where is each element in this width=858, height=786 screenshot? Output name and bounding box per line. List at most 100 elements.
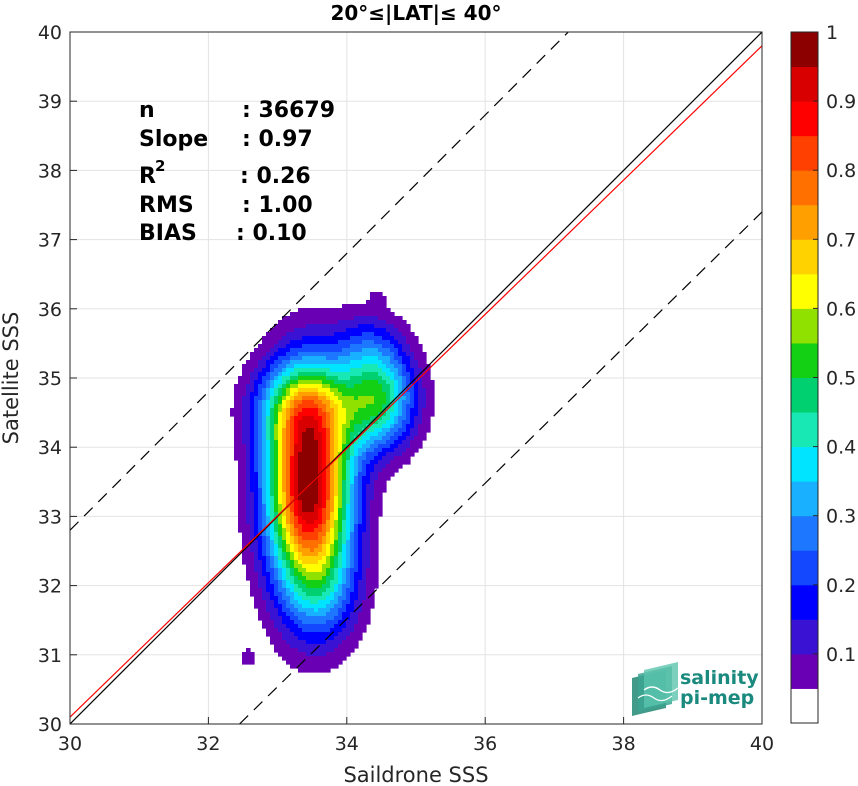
density-cell <box>314 596 319 601</box>
density-cell <box>250 520 255 525</box>
density-cell <box>358 568 363 573</box>
density-cell <box>370 404 375 409</box>
density-cell <box>314 548 319 553</box>
density-cell <box>334 600 339 605</box>
density-cell <box>342 396 347 401</box>
density-cell <box>394 400 399 405</box>
x-tick-label: 36 <box>473 733 497 755</box>
density-cell <box>358 492 363 497</box>
density-cell <box>258 440 263 445</box>
density-cell <box>286 440 291 445</box>
density-cell <box>338 336 343 341</box>
density-cell <box>398 356 403 361</box>
density-cell <box>322 556 327 561</box>
density-cell <box>294 344 299 349</box>
density-cell <box>274 632 279 637</box>
x-axis-label: Saildrone SSS <box>343 763 488 786</box>
density-cell <box>290 396 295 401</box>
density-cell <box>418 352 423 357</box>
density-cell <box>338 468 343 473</box>
density-cell <box>382 348 387 353</box>
density-cell <box>278 432 283 437</box>
density-cell <box>242 540 247 545</box>
density-cell <box>298 344 303 349</box>
density-cell <box>366 604 371 609</box>
density-cell <box>298 352 303 357</box>
density-cell <box>314 500 319 505</box>
density-cell <box>394 432 399 437</box>
density-cell <box>282 496 287 501</box>
density-cell <box>342 652 347 657</box>
density-cell <box>310 588 315 593</box>
density-cell <box>314 544 319 549</box>
density-cell <box>278 596 283 601</box>
density-cell <box>310 500 315 505</box>
density-cell <box>290 320 295 325</box>
density-cell <box>382 356 387 361</box>
density-cell <box>334 664 339 669</box>
density-cell <box>322 620 327 625</box>
density-cell <box>342 356 347 361</box>
density-cell <box>346 392 351 397</box>
regression-line <box>70 45 762 718</box>
density-cell <box>302 648 307 653</box>
density-cell <box>286 488 291 493</box>
density-cell <box>294 424 299 429</box>
density-cell <box>306 448 311 453</box>
density-cell <box>266 444 271 449</box>
density-cell <box>426 408 431 413</box>
density-cell <box>346 344 351 349</box>
density-cell <box>418 416 423 421</box>
density-cell <box>366 336 371 341</box>
density-cell <box>302 428 307 433</box>
density-cell <box>278 404 283 409</box>
density-cell <box>274 532 279 537</box>
density-cell <box>334 380 339 385</box>
density-cell <box>290 436 295 441</box>
density-cell <box>402 368 407 373</box>
density-cell <box>282 556 287 561</box>
density-cell <box>282 456 287 461</box>
density-cell <box>314 408 319 413</box>
density-cell <box>362 324 367 329</box>
density-cell <box>274 372 279 377</box>
density-cell <box>302 492 307 497</box>
density-cell <box>298 516 303 521</box>
density-cell <box>338 400 343 405</box>
density-cell <box>314 396 319 401</box>
density-cell <box>306 384 311 389</box>
density-cell <box>362 516 367 521</box>
density-cell <box>366 392 371 397</box>
density-cell <box>322 652 327 657</box>
density-cell <box>402 392 407 397</box>
density-cell <box>310 308 315 313</box>
density-cell <box>350 408 355 413</box>
density-cell <box>354 468 359 473</box>
density-cell <box>306 372 311 377</box>
density-cell <box>350 556 355 561</box>
density-cell <box>322 424 327 429</box>
density-cell <box>394 460 399 465</box>
density-cell <box>278 400 283 405</box>
density-cell <box>278 528 283 533</box>
density-cell <box>326 472 331 477</box>
density-cell <box>394 352 399 357</box>
density-cell <box>318 336 323 341</box>
density-cell <box>378 328 383 333</box>
density-cell <box>418 348 423 353</box>
density-cell <box>302 412 307 417</box>
density-cell <box>350 636 355 641</box>
density-cell <box>362 620 367 625</box>
density-cell <box>338 504 343 509</box>
density-cell <box>310 652 315 657</box>
density-cell <box>418 384 423 389</box>
density-cell <box>322 516 327 521</box>
density-cell <box>374 524 379 529</box>
density-cell <box>314 468 319 473</box>
colorbar-tick-label: 0.7 <box>826 229 856 251</box>
density-cell <box>306 320 311 325</box>
density-cell <box>326 608 331 613</box>
density-cell <box>322 648 327 653</box>
colorbar-tick-label: 0.9 <box>826 91 856 113</box>
density-cell <box>358 436 363 441</box>
